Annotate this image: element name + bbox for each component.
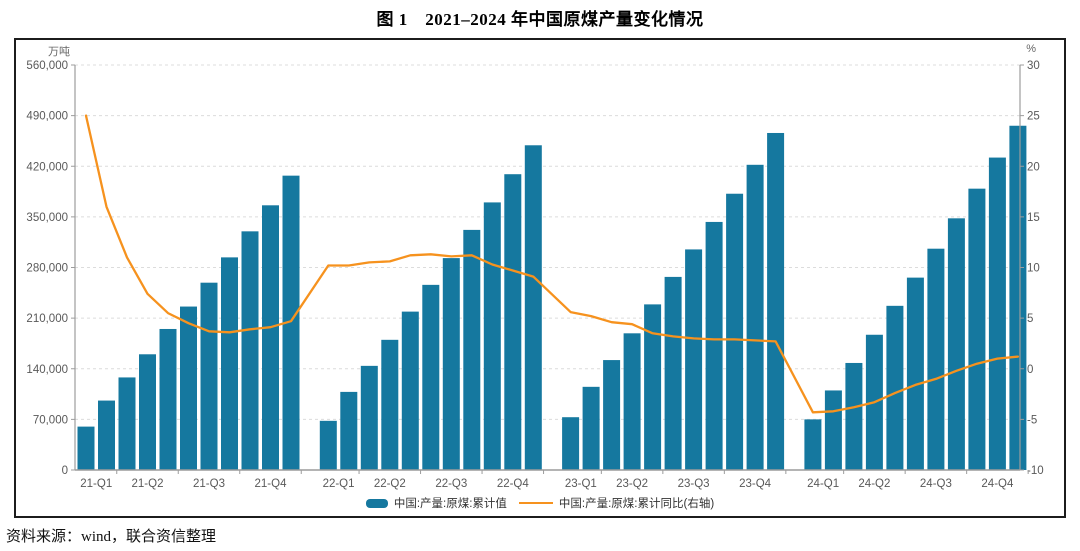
svg-text:22-Q2: 22-Q2 — [374, 478, 406, 490]
svg-text:22-Q1: 22-Q1 — [323, 478, 355, 490]
chart-canvas: 0 70,000 140,000 210,000 280,000 350,000 420,0… — [26, 60, 1044, 490]
svg-text:70,000: 70,000 — [33, 414, 68, 426]
legend-line-swatch — [518, 502, 553, 504]
legend: 中国:产量:原煤:累计值 中国:产量:原煤:累计同比(右轴) — [16, 495, 1064, 511]
legend-item-line: 中国:产量:原煤:累计同比(右轴) — [518, 495, 715, 511]
svg-text:140,000: 140,000 — [26, 364, 68, 376]
svg-text:21-Q3: 21-Q3 — [193, 478, 225, 490]
svg-text:280,000: 280,000 — [26, 263, 68, 275]
y-axis-left-labels: 0 70,000 140,000 210,000 280,000 350,000 420,0… — [26, 60, 75, 477]
svg-text:490,000: 490,000 — [26, 111, 68, 123]
legend-item-bar: 中国:产量:原煤:累计值 — [365, 495, 507, 511]
svg-text:21-Q2: 21-Q2 — [132, 478, 164, 490]
svg-text:-5: -5 — [1027, 414, 1037, 426]
svg-text:24-Q3: 24-Q3 — [920, 478, 952, 490]
right-axis-unit-label: % — [1026, 43, 1036, 55]
svg-text:5: 5 — [1027, 313, 1033, 325]
svg-text:350,000: 350,000 — [26, 212, 68, 224]
left-axis-unit-label: 万吨 — [48, 46, 70, 58]
line-series — [84, 114, 1020, 414]
legend-bar-swatch — [365, 498, 388, 508]
svg-text:23-Q3: 23-Q3 — [678, 478, 710, 490]
chart-box: 万吨 % 0 70,000 140,000 210,000 280,000 350,000… — [14, 38, 1066, 518]
svg-text:10: 10 — [1027, 263, 1040, 275]
svg-text:-10: -10 — [1027, 465, 1044, 477]
svg-text:0: 0 — [1027, 364, 1033, 376]
svg-text:15: 15 — [1027, 212, 1040, 224]
svg-text:0: 0 — [62, 465, 68, 477]
source-note: 资料来源：wind，联合资信整理 — [6, 529, 217, 545]
svg-text:210,000: 210,000 — [26, 313, 68, 325]
svg-text:23-Q2: 23-Q2 — [616, 478, 648, 490]
x-axis-labels: 21-Q1 21-Q2 21-Q3 21-Q4 22-Q1 22-Q2 22-Q3 22-Q4… — [80, 470, 1029, 490]
svg-text:24-Q2: 24-Q2 — [858, 478, 890, 490]
svg-text:24-Q4: 24-Q4 — [981, 478, 1014, 490]
svg-text:20: 20 — [1027, 161, 1040, 173]
svg-text:21-Q4: 21-Q4 — [255, 478, 288, 490]
page-title: 图 1 2021–2024 年中国原煤产量变化情况 — [376, 10, 704, 29]
svg-text:24-Q1: 24-Q1 — [807, 478, 839, 490]
svg-text:23-Q4: 23-Q4 — [739, 478, 772, 490]
svg-text:22-Q4: 22-Q4 — [497, 478, 530, 490]
svg-text:420,000: 420,000 — [26, 161, 68, 173]
legend-line-label: 中国:产量:原煤:累计同比(右轴) — [558, 498, 715, 510]
svg-text:560,000: 560,000 — [26, 60, 68, 72]
legend-bar-label: 中国:产量:原煤:累计值 — [393, 498, 507, 510]
bars-series — [77, 125, 1027, 471]
svg-text:23-Q1: 23-Q1 — [565, 478, 597, 490]
svg-text:30: 30 — [1027, 60, 1040, 72]
svg-text:25: 25 — [1027, 111, 1040, 123]
svg-text:22-Q3: 22-Q3 — [435, 478, 467, 490]
y-axis-right-labels: -10 -5 0 5 10 15 20 25 30 — [1020, 60, 1044, 477]
svg-text:21-Q1: 21-Q1 — [80, 478, 112, 490]
